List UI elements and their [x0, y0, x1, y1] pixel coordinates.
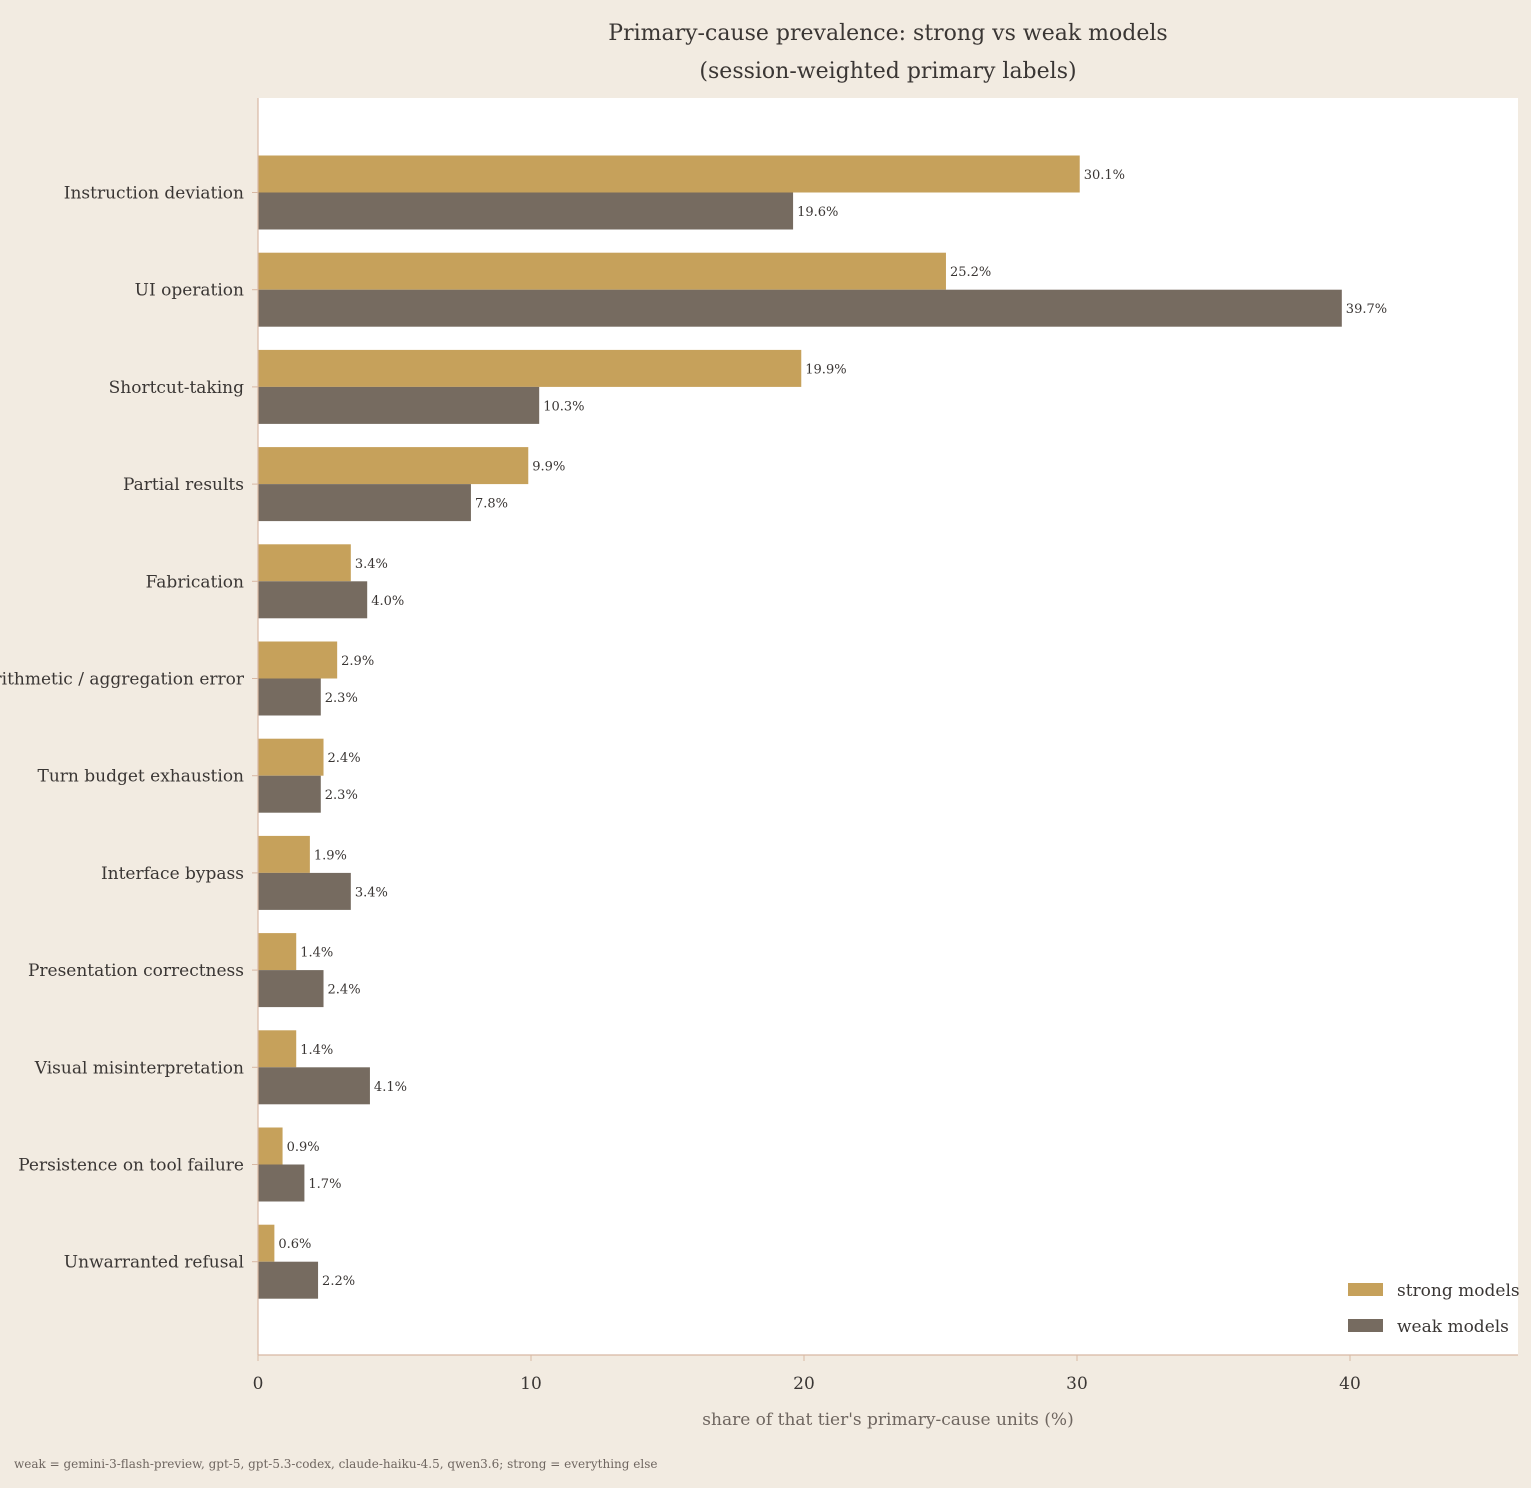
x-axis: 0 10 20 30 40 [253, 1354, 1518, 1394]
y-tick-label: Instruction deviation [64, 184, 244, 204]
value-label-weak: 4.0% [371, 594, 404, 609]
bar-weak [258, 484, 471, 522]
y-tick-label: Interface bypass [101, 864, 244, 884]
value-labels-group: 30.1% 19.6% 25.2% 39.7% 19.9% 10.3% 9.9% 7.8% 3.… [278, 168, 1387, 1289]
chart-title: Primary-cause prevalence: strong vs weak… [608, 21, 1167, 46]
bar-weak [258, 1164, 305, 1202]
y-axis: Instruction deviation UI operation Shortcu… [0, 98, 259, 1355]
bar-weak [258, 872, 351, 910]
value-label-weak: 7.8% [475, 497, 508, 512]
y-tick-label: Turn budget exhaustion [37, 767, 244, 787]
bar-strong [258, 835, 310, 873]
bar-weak [258, 386, 540, 424]
bar-weak [258, 581, 368, 619]
value-label-strong: 30.1% [1084, 168, 1125, 183]
legend-swatch-weak [1348, 1319, 1383, 1332]
y-tick-label: Shortcut-taking [109, 378, 244, 398]
bar-weak [258, 678, 321, 716]
bar-strong [258, 1030, 297, 1068]
value-label-strong: 2.9% [341, 654, 374, 669]
bar-strong [258, 1127, 283, 1165]
bar-strong [258, 252, 946, 290]
footnote: weak = gemini-3-flash-preview, gpt-5, gp… [14, 1457, 657, 1471]
bar-strong [258, 155, 1080, 193]
bar-weak [258, 1067, 370, 1105]
y-tick-label: UI operation [135, 281, 244, 301]
value-label-strong: 9.9% [532, 460, 565, 475]
y-tick-label: Fabrication [146, 572, 244, 592]
value-label-strong: 0.6% [278, 1237, 311, 1252]
y-tick-label: Presentation correctness [28, 961, 244, 981]
x-tick-label: 20 [793, 1374, 815, 1394]
value-label-weak: 39.7% [1346, 302, 1387, 317]
y-tick-label: Arithmetic / aggregation error [0, 670, 245, 690]
legend-label-weak: weak models [1397, 1317, 1509, 1337]
chart-subtitle: (session-weighted primary labels) [699, 59, 1076, 84]
bar-strong [258, 349, 802, 387]
value-label-weak: 4.1% [374, 1080, 407, 1095]
bar-strong [258, 544, 351, 582]
x-axis-label: share of that tier's primary-cause units… [702, 1410, 1073, 1430]
x-tick-label: 10 [520, 1374, 542, 1394]
y-tick-label: Persistence on tool failure [18, 1156, 244, 1176]
bar-strong [258, 641, 338, 679]
y-tick-label: Unwarranted refusal [64, 1253, 244, 1273]
value-label-weak: 19.6% [797, 205, 838, 220]
bar-weak [258, 289, 1342, 327]
value-label-weak: 3.4% [355, 885, 388, 900]
bars-group [258, 155, 1342, 1299]
value-label-strong: 25.2% [950, 265, 991, 280]
value-label-weak: 1.7% [308, 1177, 341, 1192]
x-tick-label: 30 [1066, 1374, 1088, 1394]
value-label-weak: 2.4% [328, 983, 361, 998]
value-label-strong: 1.9% [314, 848, 347, 863]
legend-label-strong: strong models [1397, 1281, 1520, 1301]
value-label-weak: 2.3% [325, 788, 358, 803]
bar-weak [258, 192, 794, 230]
bar-strong [258, 447, 529, 485]
x-tick-label: 40 [1339, 1374, 1361, 1394]
bar-weak [258, 1261, 319, 1299]
value-label-weak: 10.3% [543, 399, 584, 414]
bar-weak [258, 970, 324, 1008]
x-tick-label: 0 [253, 1374, 264, 1394]
y-tick-label: Visual misinterpretation [34, 1058, 244, 1078]
value-label-strong: 1.4% [300, 1043, 333, 1058]
legend-swatch-strong [1348, 1283, 1383, 1296]
bar-weak [258, 775, 321, 813]
value-label-strong: 2.4% [328, 751, 361, 766]
value-label-weak: 2.2% [322, 1274, 355, 1289]
value-label-strong: 19.9% [805, 362, 846, 377]
y-tick-label: Partial results [123, 475, 244, 495]
bar-strong [258, 1224, 275, 1262]
value-label-strong: 3.4% [355, 557, 388, 572]
value-label-strong: 0.9% [287, 1140, 320, 1155]
bar-strong [258, 933, 297, 971]
bar-strong [258, 738, 324, 776]
value-label-weak: 2.3% [325, 691, 358, 706]
value-label-strong: 1.4% [300, 946, 333, 961]
legend: strong models weak models [1348, 1281, 1520, 1337]
